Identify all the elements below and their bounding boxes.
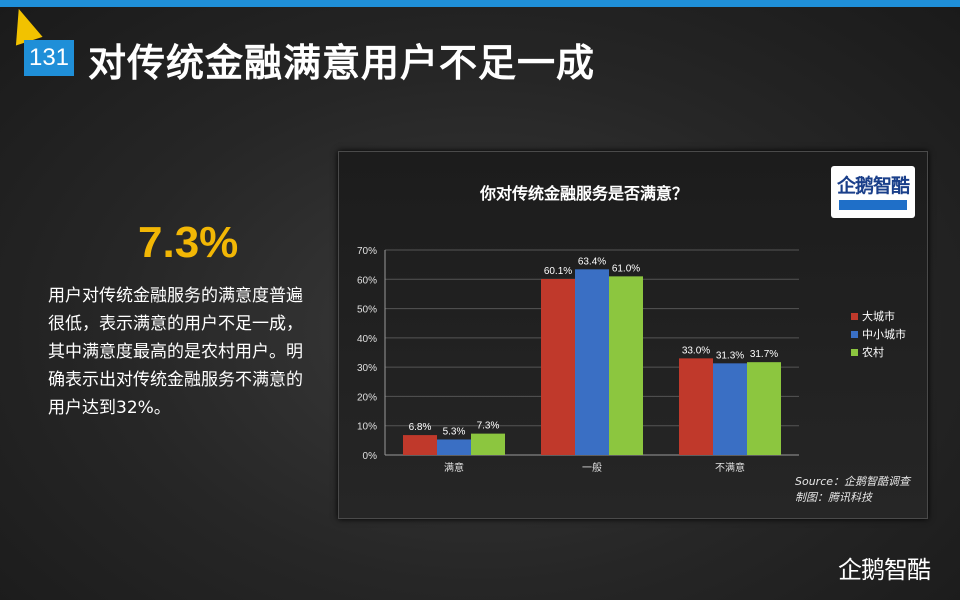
chart-title: 你对传统金融服务是否满意？ [479,184,688,203]
top-accent-bar [0,0,960,7]
page-number: 131 [24,40,74,76]
legend-label: 农村 [862,345,884,359]
description-text: 用户对传统金融服务的满意度普遍很低，表示满意的用户不足一成，其中满意度最高的是农… [48,286,303,418]
y-tick-label: 20% [357,392,377,403]
legend-swatch [851,349,858,356]
bar [471,433,505,455]
page-title: 对传统金融满意用户不足一成 [88,41,596,85]
bar [541,278,575,455]
bar [609,276,643,455]
data-label: 61.0% [612,263,640,274]
bar [679,358,713,455]
data-label: 5.3% [443,426,466,437]
key-stat: 7.3% [138,218,239,267]
legend-swatch [851,331,858,338]
legend-label: 中小城市 [862,327,906,341]
chart-panel: 你对传统金融服务是否满意？ 0% 10% 20% 30% 40% 50% 60% 70% 满意 一… [338,151,928,519]
bar [437,439,471,455]
brand-logo: 企鹅智酷 [838,556,931,584]
data-label: 31.7% [750,349,778,360]
data-label: 31.3% [716,350,744,361]
logo-text: 企鹅智酷 [836,175,910,197]
x-tick-label: 一般 [582,461,602,474]
y-tick-label: 30% [357,363,377,374]
data-label: 63.4% [578,256,606,267]
y-tick-label: 10% [357,422,377,433]
data-label: 6.8% [409,422,432,433]
bar [713,363,747,455]
logo-strip [839,200,907,210]
credit-line: 制图：腾讯科技 [795,491,872,504]
legend-label: 大城市 [862,309,895,323]
data-label: 33.0% [682,345,710,356]
legend-swatch [851,313,858,320]
data-label: 7.3% [477,421,500,432]
y-tick-label: 60% [357,275,377,286]
y-tick-label: 50% [357,305,377,316]
bar [403,435,437,455]
bar-chart: 你对传统金融服务是否满意？ 0% 10% 20% 30% 40% 50% 60% 70% 满意 一… [357,184,906,474]
y-tick-label: 70% [357,246,377,257]
bar [747,362,781,455]
y-tick-label: 0% [363,451,378,462]
logo-badge: 企鹅智酷 [831,166,915,218]
data-label: 60.1% [544,266,572,277]
bar [575,269,609,455]
source-line: Source：企鹅智酷调查 [795,475,911,488]
y-tick-label: 40% [357,334,377,345]
source-note: Source：企鹅智酷调查 制图：腾讯科技 [795,474,910,506]
x-tick-label: 不满意 [715,461,745,474]
x-tick-label: 满意 [444,461,464,474]
